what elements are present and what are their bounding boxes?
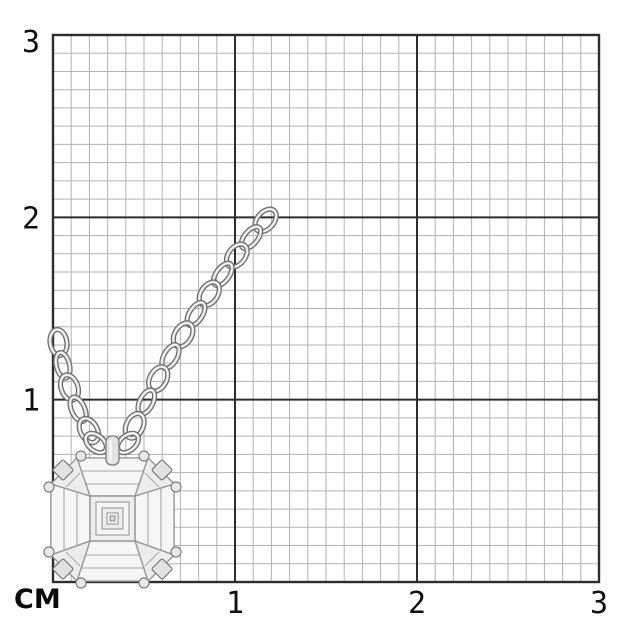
- x-axis-label: 2: [408, 586, 426, 621]
- bail-ring-left: [82, 430, 110, 456]
- chain-link: [53, 349, 73, 381]
- chain-left-strand: [47, 326, 102, 446]
- pendant-corner-claws: [52, 459, 173, 580]
- pendant-prongs: [43, 450, 182, 589]
- chain-link: [122, 410, 147, 441]
- x-axis-label: 1: [226, 586, 244, 621]
- chain-link: [252, 206, 279, 235]
- grid-minor-lines: [53, 35, 599, 582]
- chain-link: [223, 241, 250, 270]
- pendant-facet-lines: [63, 470, 162, 569]
- pendant-center-stone: [89, 495, 136, 542]
- pendant: [43, 450, 182, 589]
- bail-post: [105, 435, 120, 466]
- y-axis-label: 3: [22, 25, 40, 60]
- y-axis-labels: 3 2 1: [22, 25, 40, 419]
- unit-label: СМ: [14, 584, 61, 615]
- y-axis-label: 2: [22, 201, 40, 236]
- grid-major-lines: [53, 35, 599, 582]
- chain-link: [47, 326, 70, 359]
- x-axis-label: 3: [590, 586, 608, 621]
- pendant-side-stones: [50, 457, 175, 582]
- y-axis-label: 1: [22, 384, 40, 419]
- necklace-photo: [43, 206, 279, 589]
- chain-right-strand: [122, 206, 279, 441]
- x-axis-labels: 1 2 3: [226, 586, 608, 621]
- chain-link: [238, 224, 264, 252]
- chain-link: [76, 415, 102, 446]
- grid-border: [51, 33, 601, 584]
- pendant-diagonals: [50, 457, 175, 582]
